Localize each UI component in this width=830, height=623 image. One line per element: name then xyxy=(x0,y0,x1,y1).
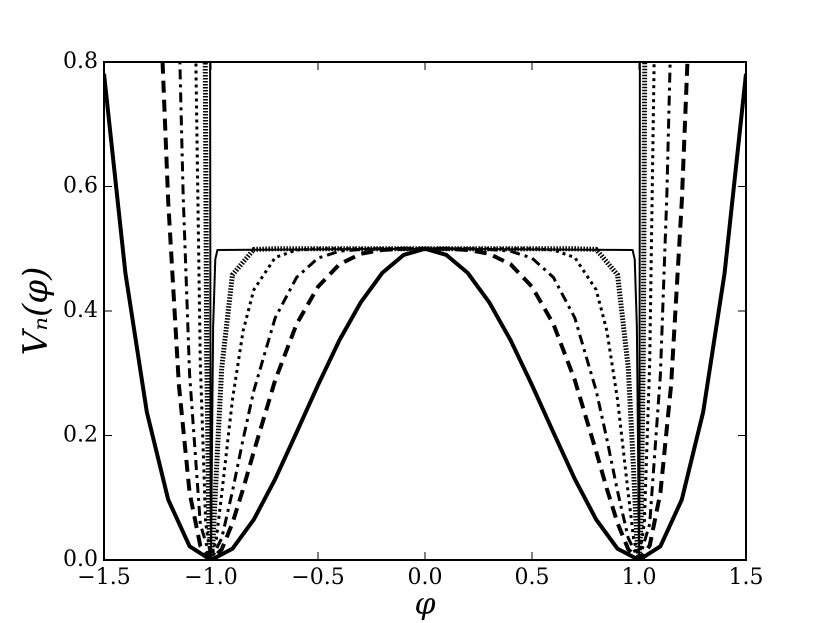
y-tick-label: 0.2 xyxy=(63,423,98,448)
y-tick-label: 0.4 xyxy=(63,298,98,323)
y-tick-label: 0.6 xyxy=(63,174,98,199)
x-tick-label: −0.5 xyxy=(291,565,344,590)
x-tick-label: 0.5 xyxy=(515,565,550,590)
x-axis-label: φ xyxy=(414,587,435,622)
line-series xyxy=(209,62,641,560)
x-tick-label: −1.0 xyxy=(184,565,237,590)
y-axis-label: Vₙ(φ) xyxy=(16,267,56,356)
y-tick-label: 0.0 xyxy=(63,547,98,572)
x-tick-label: 1.5 xyxy=(729,565,764,590)
x-tick-label: −1.5 xyxy=(77,565,130,590)
y-tick-label: 0.8 xyxy=(63,49,98,74)
x-tick-label: 0.0 xyxy=(408,565,443,590)
x-tick-label: 1.0 xyxy=(622,565,657,590)
